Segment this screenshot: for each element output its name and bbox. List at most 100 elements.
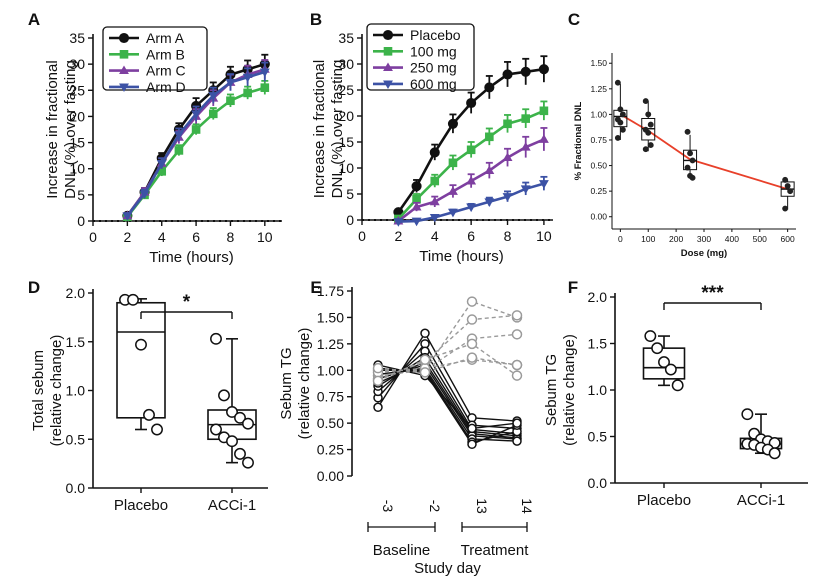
x-tick-label: 200 [669,234,683,244]
data-point [393,218,404,227]
data-point [664,363,677,376]
placebo-point [511,329,523,340]
acci-point [512,418,522,428]
legend-label: 100 mg [410,43,457,59]
data-point [689,174,696,181]
x-tick-label: Placebo [114,497,168,514]
panel-letter-c: C [568,10,580,29]
y-axis-label-line1: Increase in fractional [44,60,61,198]
y-tick-label: 0.50 [317,415,344,431]
x-tick-label: ACCi-1 [737,492,785,509]
y-axis-label-line1: Increase in fractional [311,60,328,198]
significance-marker: *** [701,283,724,304]
data-point [521,114,531,123]
y-axis-label-line1: Sebum TG [543,354,560,426]
acci-subject-line [377,342,518,430]
x-tick-label: 13 [474,498,490,514]
y-tick-label: 35 [338,30,354,46]
data-point [466,175,477,185]
data-point [617,119,624,126]
placebo-point [466,314,478,325]
x-tick-label: 2 [123,229,131,245]
placebo-point [511,310,523,321]
data-point [174,146,184,155]
placebo-point [511,370,523,381]
group-label-baseline: Baseline [373,542,431,559]
data-point [156,160,167,169]
x-tick-label: 6 [467,228,475,244]
y-tick-label: 1.25 [317,336,344,352]
data-point [210,423,222,436]
data-point [782,205,789,212]
data-point [684,128,691,135]
x-tick-label: 0 [89,229,97,245]
panel-letter-d: D [28,278,40,297]
fit-line [619,113,788,190]
legend-label: Arm C [146,63,186,79]
x-tick-label: -2 [427,500,443,513]
data-point [157,167,167,176]
x-tick-label: 6 [192,229,200,245]
data-point [687,150,694,157]
data-point [520,66,531,77]
panel-letter-f: F [568,278,578,297]
y-tick-label: 0.25 [590,186,607,196]
data-point [787,188,794,195]
y-tick-label: 10 [338,160,354,176]
data-point [768,447,781,460]
data-point [191,110,202,119]
acci-point [467,439,477,450]
data-point [485,132,494,142]
x-tick-label: Placebo [637,492,691,509]
y-tick-label: 5 [77,187,85,203]
y-tick-label: 1.00 [317,362,344,378]
y-tick-label: 20 [69,108,85,124]
data-point [502,193,513,202]
group-label-treatment: Treatment [461,542,530,559]
y-tick-label: 10 [69,161,85,177]
legend-marker [118,32,130,44]
data-point [647,142,654,149]
data-point [122,212,133,221]
data-point [218,389,230,402]
legend-label: Arm A [146,30,185,46]
y-tick-label: 25 [338,82,354,98]
legend-marker [382,29,394,41]
placebo-point [511,359,523,371]
data-point [429,147,440,158]
data-point [520,185,531,194]
legend-box [366,23,475,91]
legend-label: Arm D [146,79,186,95]
y-tick-label: 1.75 [317,283,344,299]
data-point [671,379,684,392]
y-tick-label: 1.5 [588,336,608,352]
data-point [466,145,476,155]
data-point [619,111,626,118]
data-point [260,83,270,92]
data-point [411,217,422,227]
y-tick-label: 0.00 [317,468,344,484]
data-point [226,435,238,448]
data-point [173,131,184,140]
data-point [538,134,549,143]
data-point [412,194,421,204]
y-axis-label-line2: (relative change) [296,328,313,440]
legend-marker [383,47,393,56]
y-tick-label: 0 [346,212,354,228]
y-tick-label: 1.50 [317,309,344,325]
x-axis-label: Time (hours) [419,248,503,265]
data-point [658,356,670,369]
placebo-point [466,296,478,307]
y-tick-label: 0.75 [590,135,607,145]
data-point [143,408,155,421]
data-point [484,198,495,207]
data-point [642,98,649,105]
data-point [538,180,549,189]
y-axis-label-line2: DNL (%) over fasting [62,60,79,199]
data-point [684,164,691,171]
data-point [466,203,477,213]
data-point [484,165,495,175]
legend-label: Placebo [410,27,461,43]
legend-marker [383,80,393,90]
